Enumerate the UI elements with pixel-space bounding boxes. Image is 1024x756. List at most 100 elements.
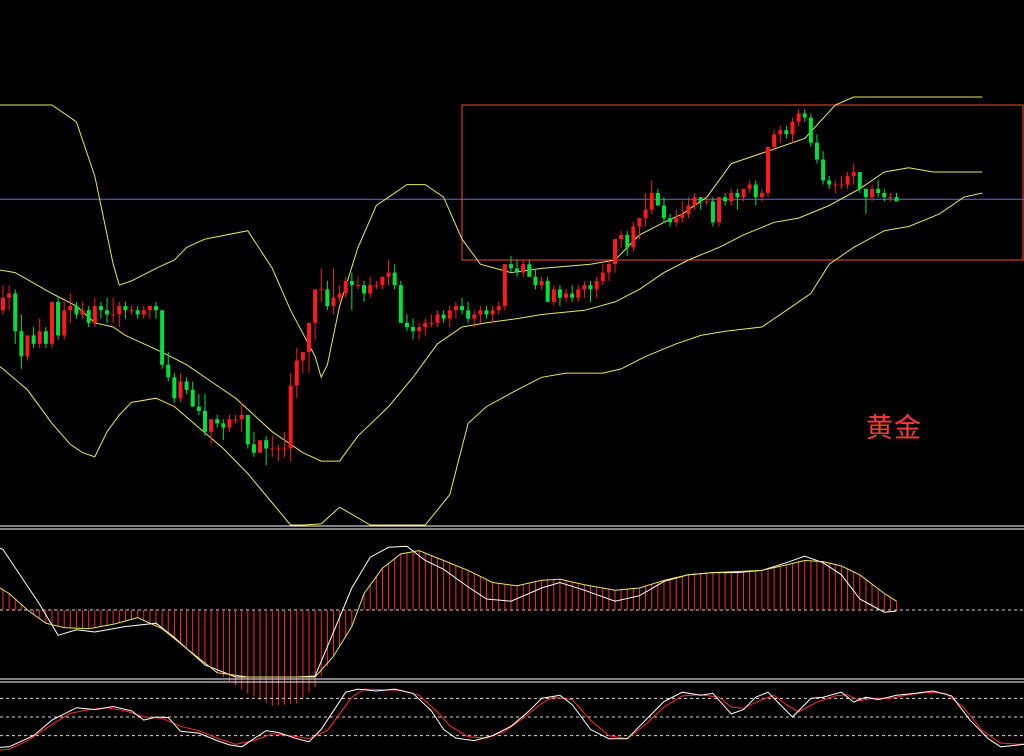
candle-body <box>331 297 336 307</box>
candle-body <box>570 293 575 298</box>
symbol-label: 黄金 <box>866 413 922 444</box>
candle-body <box>411 327 416 332</box>
candle-body <box>674 218 679 223</box>
candle-body <box>814 142 819 160</box>
candle-body <box>876 188 881 193</box>
candle-body <box>319 289 324 291</box>
candle-body <box>386 272 391 277</box>
candle-body <box>839 184 844 186</box>
candle-body <box>551 289 556 302</box>
candle-body <box>710 201 715 223</box>
candle-body <box>735 192 740 198</box>
candle-body <box>264 440 269 449</box>
price-panel <box>0 96 1024 526</box>
candle-body <box>539 280 544 286</box>
candle-body <box>154 306 158 311</box>
candle-body <box>307 322 311 353</box>
candle-body <box>453 306 458 311</box>
candle-body <box>147 306 152 311</box>
candle-body <box>698 197 703 202</box>
candle-body <box>1 297 5 311</box>
candle-body <box>686 205 691 214</box>
candle-body <box>588 285 593 290</box>
candle-body <box>160 310 165 365</box>
candle-body <box>888 197 893 199</box>
candle-body <box>196 406 201 411</box>
candle-body <box>423 322 428 328</box>
bollinger-middle-line <box>0 167 983 462</box>
candle-body <box>613 239 617 265</box>
candle-body <box>661 205 666 219</box>
candle-body <box>808 117 813 143</box>
candle-body <box>92 306 97 323</box>
candle-body <box>490 310 495 315</box>
candle-body <box>355 285 360 287</box>
candle-body <box>441 314 446 319</box>
candle-body <box>166 364 171 378</box>
candle-body <box>435 314 440 323</box>
candle-body <box>19 331 24 357</box>
candle-body <box>368 285 373 294</box>
candle-body <box>741 188 746 198</box>
candle-body <box>43 331 48 344</box>
candle-body <box>288 385 293 449</box>
candle-body <box>135 310 140 315</box>
candle-body <box>600 272 605 281</box>
candle-body <box>209 419 214 432</box>
candle-body <box>258 440 263 453</box>
candle-body <box>398 285 403 323</box>
candle-body <box>62 310 67 336</box>
candle-body <box>380 276 385 286</box>
candle-body <box>282 448 287 450</box>
candle-body <box>141 310 146 315</box>
candle-body <box>447 310 452 319</box>
candle-body <box>851 172 856 177</box>
candle-body <box>606 264 611 273</box>
candle-body <box>325 289 330 307</box>
candle-body <box>117 306 122 315</box>
candle-body <box>515 268 520 273</box>
candle-body <box>717 197 722 223</box>
candle-body <box>729 192 734 202</box>
candle-body <box>643 209 648 219</box>
candle-body <box>349 280 354 286</box>
candle-body <box>619 234 624 240</box>
candle-body <box>392 272 397 286</box>
candle-body <box>790 121 795 135</box>
candle-body <box>300 352 305 361</box>
candle-body <box>533 276 538 286</box>
candle-body <box>484 310 489 315</box>
candle-body <box>680 213 685 219</box>
candle-body <box>233 419 238 421</box>
candle-body <box>215 419 220 424</box>
candle-body <box>86 310 91 323</box>
candle-body <box>313 289 318 323</box>
candle-body <box>56 301 61 336</box>
candle-body <box>460 306 464 311</box>
candle-body <box>870 188 875 198</box>
candle-body <box>704 201 709 203</box>
kd-dashed-levels <box>0 697 1024 737</box>
candle-body <box>845 176 850 185</box>
candle-body <box>404 322 409 328</box>
candle-body <box>521 264 526 273</box>
candle-body <box>31 335 36 344</box>
candle-body <box>178 381 183 399</box>
candle-body <box>692 197 697 206</box>
candle-body <box>827 180 832 185</box>
candle-body <box>270 448 275 450</box>
candle-body <box>245 415 250 445</box>
candle-body <box>184 381 189 390</box>
candle-body <box>105 310 110 315</box>
candle-body <box>276 448 281 450</box>
candle-body <box>882 192 887 198</box>
macd-histogram <box>2 550 898 706</box>
candle-body <box>747 184 752 189</box>
candle-body <box>668 218 673 223</box>
candle-body <box>821 159 826 181</box>
candle-body <box>759 192 764 198</box>
candle-body <box>527 264 532 277</box>
candle-body <box>80 310 85 315</box>
